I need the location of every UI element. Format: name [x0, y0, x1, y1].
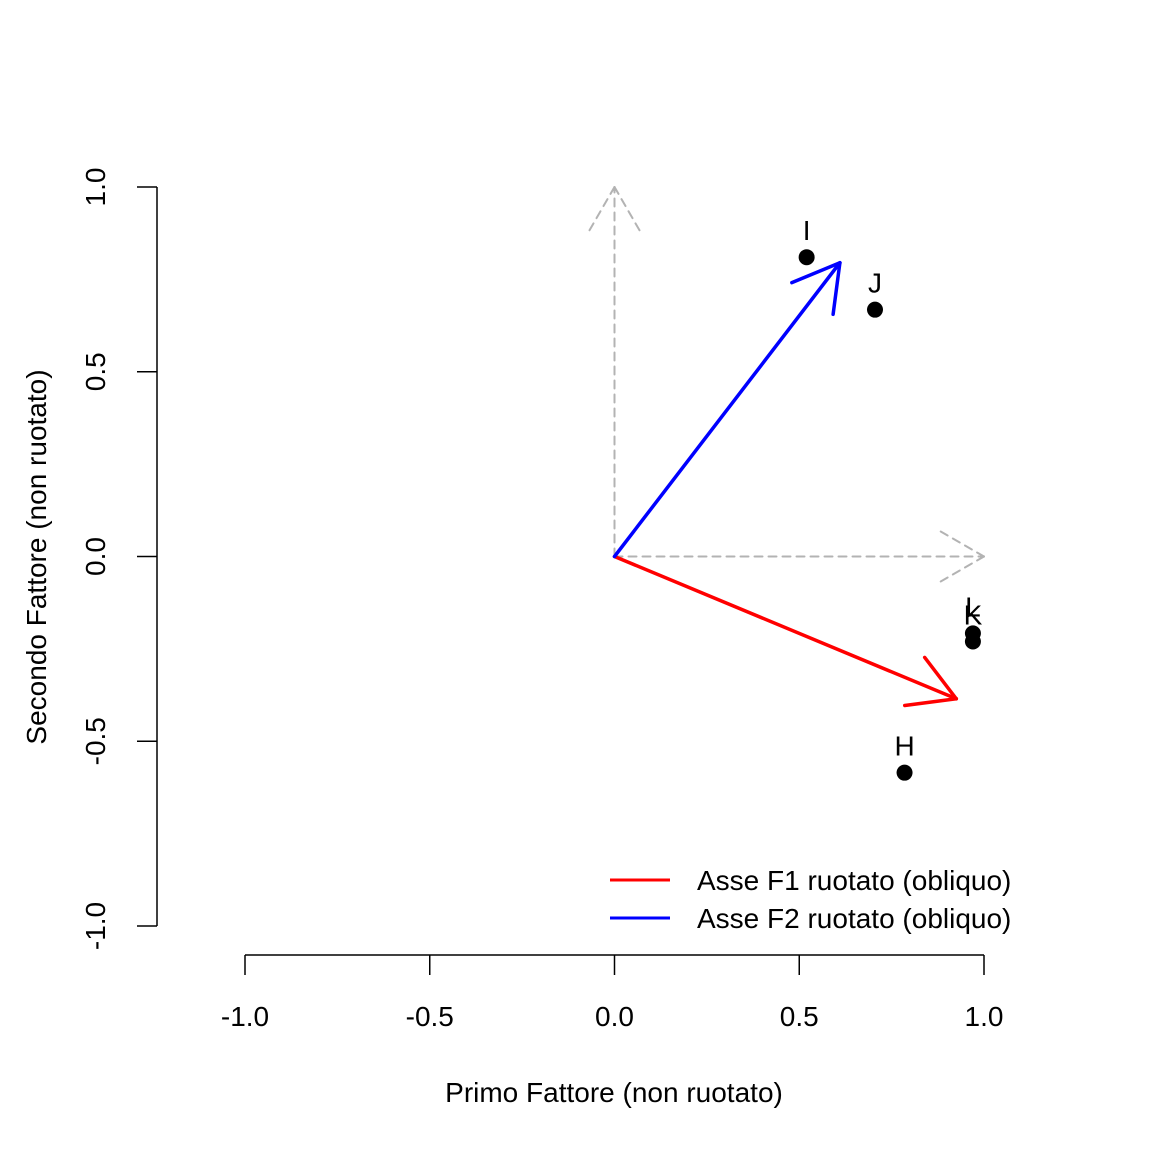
reference-axis-x-head-left — [937, 529, 985, 558]
rotated-axis-f1-shaft — [612, 554, 959, 701]
y-tick-label: 0.5 — [80, 352, 111, 391]
point-label-i: I — [803, 215, 811, 246]
reference-axis-x-head-right — [937, 555, 985, 584]
point-label-h: H — [894, 731, 914, 762]
y-tick-label: 0.0 — [80, 537, 111, 576]
rotated-axes — [612, 260, 959, 708]
y-tick-label: -1.0 — [80, 902, 111, 950]
rotated-axis-f1-head-right — [902, 697, 959, 708]
reference-axis-y-head-right — [613, 186, 642, 234]
point-l — [964, 625, 981, 642]
axes: -1.0 -0.5 0.0 0.5 1.0 -1.0 -0.5 0.0 0.5 1.0 — [80, 168, 1003, 1032]
y-tick-label: 1.0 — [80, 168, 111, 207]
rotated-axis-f2-head-right — [831, 260, 842, 317]
rotated-axis-f2-head-left — [790, 260, 842, 285]
x-tick-label: -0.5 — [406, 1001, 454, 1032]
x-tick-label: 1.0 — [965, 1001, 1004, 1032]
point-label-l: L — [965, 591, 981, 622]
legend-label-f1: Asse F1 ruotato (obliquo) — [697, 865, 1011, 896]
legend-label-f2: Asse F2 ruotato (obliquo) — [697, 903, 1011, 934]
point-h — [896, 764, 913, 781]
point-j — [866, 301, 883, 318]
x-tick-label: 0.0 — [595, 1001, 634, 1032]
legend: Asse F1 ruotato (obliquo) Asse F2 ruotat… — [610, 865, 1011, 934]
reference-axes — [587, 186, 985, 584]
point-label-j: J — [868, 268, 882, 299]
x-tick-label: 0.5 — [780, 1001, 819, 1032]
rotated-axis-f1-head-left — [922, 655, 959, 701]
x-axis-title: Primo Fattore (non ruotato) — [445, 1077, 783, 1108]
point-label-k: K — [964, 599, 983, 630]
x-tick-label: -1.0 — [221, 1001, 269, 1032]
rotated-axis-f2-shaft — [612, 260, 842, 559]
reference-axis-y-head-left — [587, 186, 616, 234]
y-tick-label: -0.5 — [80, 717, 111, 765]
y-axis-title: Secondo Fattore (non ruotato) — [21, 369, 52, 744]
data-points: H I J KL — [798, 215, 983, 781]
point-i — [798, 249, 815, 266]
